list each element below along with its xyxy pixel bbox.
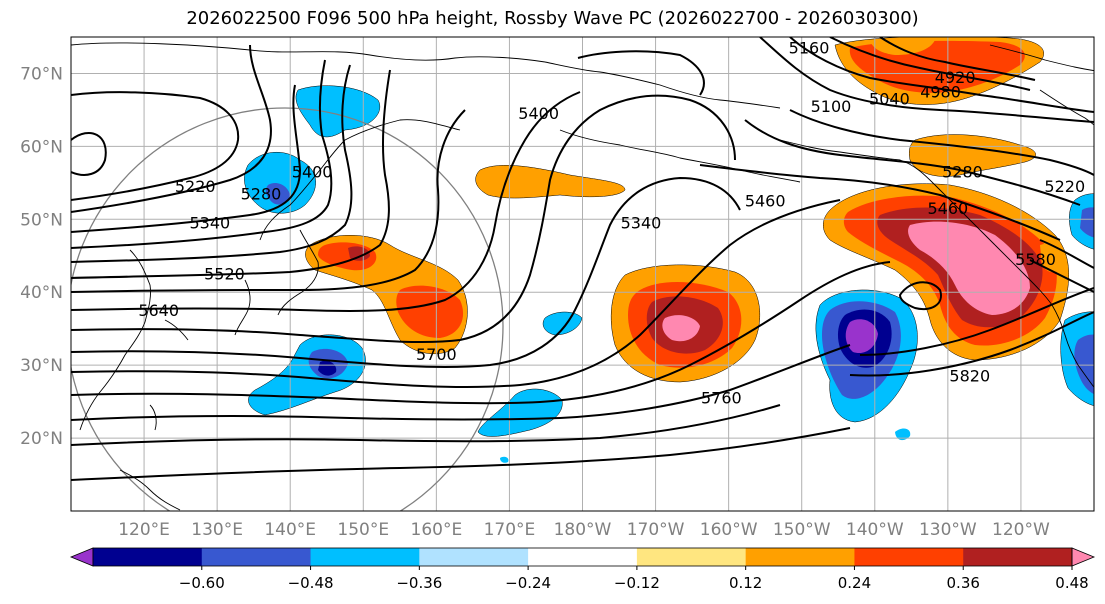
contour-label: 5040 [869,90,910,109]
contour-label: 5340 [621,214,662,233]
contour-label: 5700 [416,345,457,364]
contour-label: 5640 [138,301,179,320]
colorbar-tick-label: −0.60 [179,574,225,592]
colorbar-extend-high [1071,547,1096,567]
map-title: 2026022500 F096 500 hPa height, Rossby W… [186,8,919,29]
longitude-labels: 120°E 130°E 140°E 150°E 160°E 170°E 180°W 170°W… [118,520,1050,540]
longitude-tick-label: 130°W [919,520,977,540]
latitude-labels: 20°N 30°N 40°N 50°N 60°N 70°N [20,64,63,449]
colorbar-tick-label: 0.12 [729,574,762,592]
contour-label: 5520 [204,265,245,284]
colorbar-tick-label: 0.24 [838,574,871,592]
contour-label: 5220 [1044,177,1085,196]
contour-label: 5340 [189,214,230,233]
contour-label: 5820 [949,367,990,386]
longitude-tick-label: 140°E [264,520,316,540]
colorbar-segment [528,548,638,566]
anomaly-shading [244,37,1094,463]
latitude-tick-label: 30°N [20,356,63,376]
longitude-tick-label: 150°E [337,520,389,540]
longitude-tick-label: 160°E [411,520,463,540]
latitude-tick-label: 40°N [20,283,63,303]
colorbar-tick-label: 0.48 [1055,574,1088,592]
latitude-tick-label: 60°N [20,137,63,157]
longitude-tick-label: 130°E [191,520,243,540]
longitude-tick-label: 120°W [992,520,1050,540]
colorbar-segment [201,548,312,566]
latitude-tick-label: 50°N [20,210,63,230]
contour-label: 5160 [789,39,830,58]
contour-labels: 5220 5340 5520 5640 5400 5280 5400 5340 5460 5700… [138,39,1085,408]
contour-label: 5280 [241,184,282,203]
latitude-tick-label: 20°N [20,429,63,449]
contour-label: 5280 [942,163,983,182]
colorbar-tick-label: −0.12 [614,574,660,592]
colorbar-segment [93,548,203,566]
contour-label: 5220 [175,177,216,196]
colorbar-tick-label: −0.36 [396,574,442,592]
colorbar: −0.60 −0.48 −0.36 −0.24 −0.12 0.12 0.24 0.36 0.4… [69,547,1096,592]
positive-anomaly-region [305,37,1069,383]
longitude-tick-label: 150°W [773,520,831,540]
colorbar-segment [854,548,964,566]
reference-circle [71,107,504,511]
contour-label: 5100 [811,97,852,116]
latitude-tick-label: 70°N [20,64,63,84]
contour-label: 4980 [920,82,961,101]
longitude-tick-label: 170°E [484,520,536,540]
colorbar-segment [419,548,529,566]
longitude-tick-label: 180°W [554,520,612,540]
colorbar-frame [92,547,1073,567]
contour-label: 5400 [518,104,559,123]
contour-label: 5400 [292,163,333,182]
colorbar-tick-label: 0.36 [947,574,980,592]
longitude-tick-label: 120°E [118,520,170,540]
colorbar-segment [636,548,747,566]
colorbar-extend-low [69,547,94,567]
contour-label: 5580 [1015,250,1056,269]
colorbar-tick-label: −0.24 [505,574,551,592]
longitude-tick-label: 170°W [627,520,685,540]
height-contours [71,37,1094,481]
colorbar-segment [745,548,855,566]
colorbar-segment [963,548,1073,566]
longitude-tick-label: 140°W [846,520,904,540]
contour-label: 5460 [745,192,786,211]
longitude-tick-label: 160°W [700,520,758,540]
contour-label: 5460 [927,199,968,218]
map-frame [70,36,1095,512]
contour-label: 5760 [701,389,742,408]
colorbar-tick-label: −0.48 [288,574,334,592]
colorbar-segment [310,548,420,566]
contour-label: 4920 [935,68,976,87]
